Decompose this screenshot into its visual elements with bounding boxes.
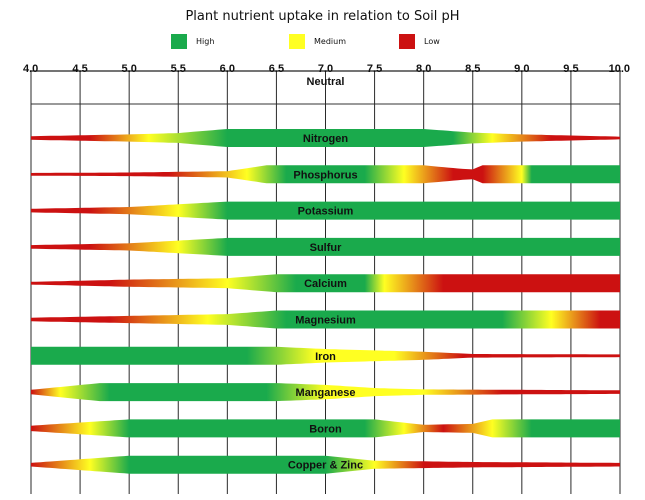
plot-area: Nitrogen Phosphorus Potassium Sulfur Calcium… — [31, 129, 620, 474]
x-tick-label: 10.0 — [609, 63, 630, 75]
legend-item-high: High — [171, 33, 214, 49]
legend-label-medium: Medium — [314, 36, 346, 46]
legend-item-low: Low — [399, 33, 440, 49]
legend-swatch-high — [171, 33, 187, 49]
series-label: Calcium — [304, 278, 347, 290]
band-calcium — [31, 274, 620, 293]
series-label: Manganese — [296, 387, 356, 399]
x-tick-label: 7.5 — [367, 63, 382, 75]
series-label: Nitrogen — [303, 133, 349, 145]
band-iron — [31, 346, 620, 365]
x-tick-label: 6.5 — [269, 63, 284, 75]
band-nitrogen — [31, 129, 620, 147]
x-tick-label: 7.0 — [318, 63, 333, 75]
series-label: Sulfur — [310, 242, 342, 254]
x-tick-label: 6.0 — [220, 63, 235, 75]
chart-title: Plant nutrient uptake in relation to Soi… — [185, 9, 460, 24]
x-tick-label: 4.0 — [23, 63, 38, 75]
x-tick-label: 5.5 — [171, 63, 186, 75]
x-tick-label: 8.0 — [416, 63, 431, 75]
legend-label-low: Low — [424, 36, 440, 46]
x-tick-label: 4.5 — [72, 63, 87, 75]
series-label: Copper & Zinc — [288, 460, 363, 472]
band-boron — [31, 419, 620, 438]
series-label: Potassium — [298, 206, 354, 218]
legend-label-high: High — [196, 36, 215, 46]
x-axis: 4.0 4.5 5.0 5.5 6.0 6.5 7.0 7.5 8.0 8.5 9.0 9.5 10.0… — [23, 63, 630, 88]
band-magnesium — [31, 310, 620, 329]
neutral-label: Neutral — [307, 76, 345, 88]
band-sulfur — [31, 237, 620, 256]
x-tick-label: 9.5 — [563, 63, 578, 75]
band-phosphorus — [31, 165, 620, 184]
series-label: Phosphorus — [293, 169, 357, 181]
legend-swatch-low — [399, 33, 415, 49]
legend-item-medium: Medium — [289, 33, 346, 49]
band-copper-zinc — [31, 455, 620, 474]
series-label: Magnesium — [295, 315, 356, 327]
series-label: Iron — [315, 351, 336, 363]
legend-swatch-medium — [289, 33, 305, 49]
band-manganese — [31, 383, 620, 402]
x-tick-label: 9.0 — [514, 63, 529, 75]
x-tick-label: 5.0 — [122, 63, 137, 75]
x-tick-label: 8.5 — [465, 63, 480, 75]
series-label: Boron — [309, 423, 342, 435]
band-potassium — [31, 201, 620, 220]
